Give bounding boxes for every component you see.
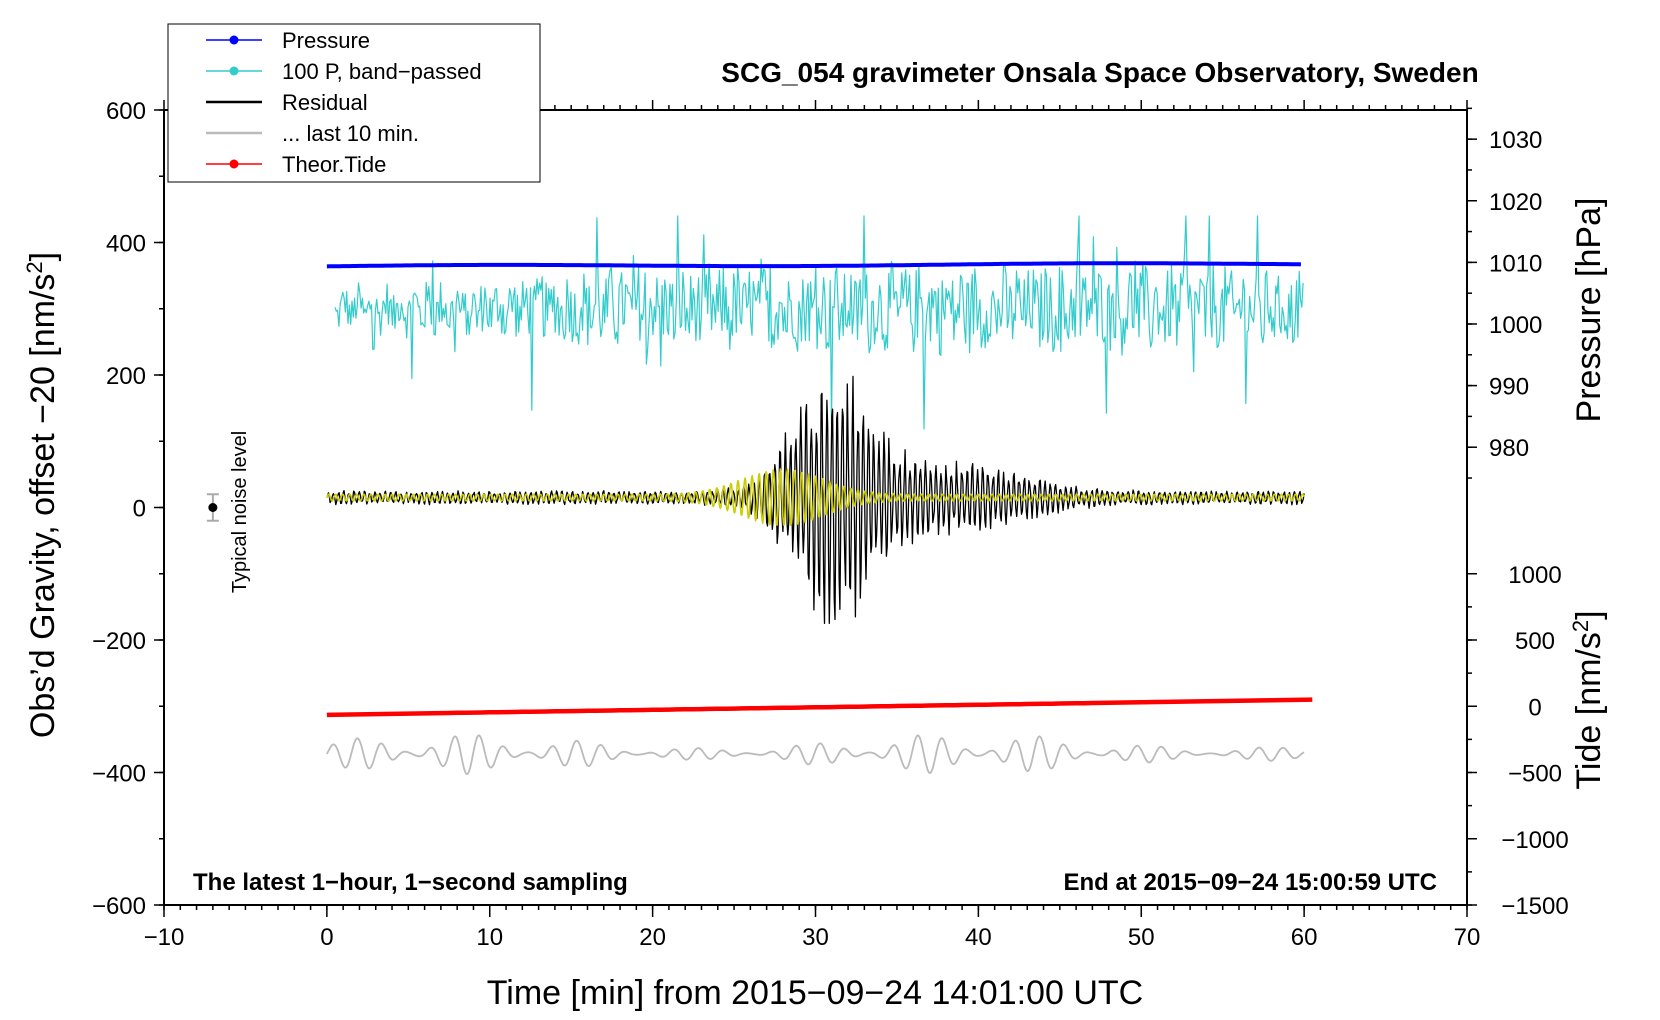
legend-label: 100 P, band−passed <box>282 59 482 84</box>
y-tick-label: −200 <box>92 628 146 655</box>
y-axis-title-pressure: Pressure [hPa] <box>1570 198 1608 423</box>
x-tick-label: 40 <box>965 924 992 951</box>
series-bandpassed-pressure <box>334 215 1304 430</box>
x-tick-label: 70 <box>1454 924 1481 951</box>
legend-label: Pressure <box>282 28 370 53</box>
pressure-tick-label: 1000 <box>1489 312 1542 339</box>
pressure-tick-label: 1020 <box>1489 189 1542 216</box>
x-tick-label: 30 <box>802 924 829 951</box>
y-axis-ticks-pressure: 1030 1020 1010 1000 990 980 <box>1467 107 1542 479</box>
y-tick-label: 400 <box>106 231 146 258</box>
y-tick-label: −400 <box>92 761 146 788</box>
legend-marker <box>229 35 239 45</box>
tide-tick-label: 0 <box>1528 694 1541 721</box>
legend: Pressure 100 P, band−passed Residual ... la… <box>167 23 541 183</box>
series-pressure <box>326 261 1301 269</box>
series-last-10-min <box>326 734 1305 775</box>
x-axis-ticks: −10 0 10 20 30 40 50 60 70 <box>144 905 1481 951</box>
y-axis-ticks-tide: 1000 500 0 −500 −1000 −1500 <box>1467 562 1569 920</box>
annotation-latest-hour: The latest 1−hour, 1−second sampling <box>193 869 628 896</box>
x-tick-label: 0 <box>320 924 333 951</box>
legend-label: ... last 10 min. <box>282 121 419 146</box>
legend-marker <box>229 66 239 76</box>
pressure-tick-label: 1030 <box>1489 127 1542 154</box>
tide-tick-label: 500 <box>1515 628 1555 655</box>
chart-title: SCG_054 gravimeter Onsala Space Observat… <box>721 57 1478 88</box>
noise-point <box>208 503 218 512</box>
y-tick-label: 0 <box>133 496 146 523</box>
y-axis-title-tide: Tide [nm/s2] <box>1568 610 1608 789</box>
series-theoretical-tide <box>326 697 1313 718</box>
series-residual <box>326 375 1305 625</box>
annotation-end-time: End at 2015−09−24 15:00:59 UTC <box>1063 869 1437 896</box>
y-axis-ticks-left: 600 400 200 0 −200 −400 −600 <box>92 98 164 920</box>
y-tick-label: −600 <box>92 893 146 920</box>
x-tick-label: 60 <box>1291 924 1318 951</box>
tide-tick-label: −500 <box>1508 761 1562 788</box>
x-tick-label: 50 <box>1128 924 1155 951</box>
tide-tick-label: −1000 <box>1501 827 1568 854</box>
legend-label: Theor.Tide <box>282 152 386 177</box>
x-tick-label: 10 <box>476 924 503 951</box>
series-filtered-residual <box>326 468 1305 527</box>
legend-marker <box>229 159 239 169</box>
noise-label: Typical noise level <box>229 431 251 593</box>
tide-tick-label: 1000 <box>1508 562 1561 589</box>
y-axis-title-left: Obs’d Gravity, offset −20 [nm/s2] <box>22 252 62 738</box>
y-tick-label: 200 <box>106 363 146 390</box>
pressure-tick-label: 990 <box>1489 374 1529 401</box>
noise-marker <box>206 493 219 522</box>
x-tick-label: −10 <box>144 924 185 951</box>
x-axis-title: Time [min] from 2015−09−24 14:01:00 UTC <box>487 974 1143 1012</box>
pressure-tick-label: 1010 <box>1489 250 1542 277</box>
legend-label: Residual <box>282 90 368 115</box>
y-tick-label: 600 <box>106 98 146 125</box>
tide-tick-label: −1500 <box>1501 893 1568 920</box>
x-tick-label: 20 <box>639 924 666 951</box>
pressure-tick-label: 980 <box>1489 435 1529 462</box>
series-layer <box>326 215 1313 775</box>
